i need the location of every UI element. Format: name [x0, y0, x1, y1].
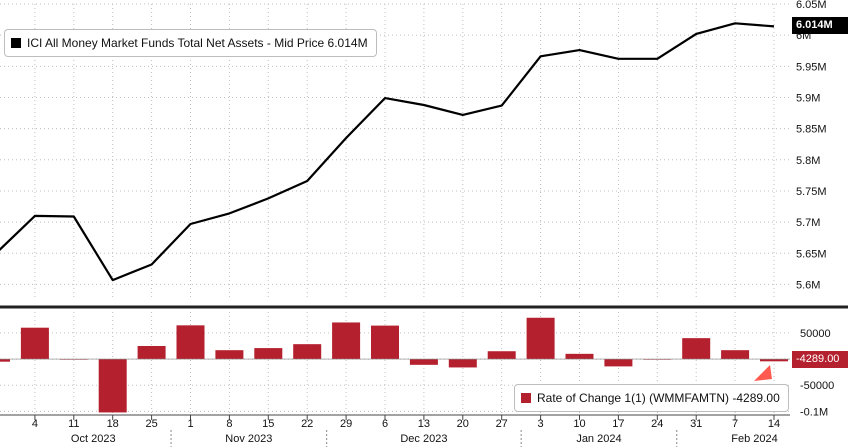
x-month-label: Jan 2024 [576, 433, 621, 445]
x-day-label: 8 [226, 418, 232, 430]
x-day-label: 24 [651, 418, 663, 430]
x-day-label: 3 [538, 418, 544, 430]
x-month-label: Dec 2023 [400, 433, 447, 445]
roc-bar [176, 325, 205, 360]
roc-bar [565, 353, 594, 360]
roc-bar [760, 359, 788, 362]
x-day-label: 17 [612, 418, 624, 430]
x-day-label: 29 [340, 418, 352, 430]
line-series-layer [0, 22, 775, 282]
top-y-tick-label: 5.7M [796, 217, 820, 229]
x-day-label: 7 [732, 418, 738, 430]
roc-bar [371, 325, 399, 360]
bar-last-value-tag: -4289.00 [792, 351, 848, 368]
roc-bar [409, 359, 438, 365]
roc-bar [721, 350, 750, 360]
x-day-label: 20 [457, 418, 469, 430]
bar-series-layer [0, 317, 788, 413]
roc-bar [332, 322, 361, 360]
x-day-label: 22 [301, 418, 313, 430]
x-day-label: 13 [418, 418, 430, 430]
roc-bar [215, 350, 244, 360]
x-day-label: 4 [32, 418, 38, 430]
x-day-label: 31 [690, 418, 702, 430]
x-day-label: 15 [262, 418, 274, 430]
roc-bar [604, 359, 633, 367]
x-month-label: Oct 2023 [71, 433, 116, 445]
x-day-label: 25 [145, 418, 157, 430]
roc-bar [98, 359, 127, 413]
bar-legend-label: Rate of Change 1(1) (WMMFAMTN) -4289.00 [537, 391, 780, 405]
x-month-label: Nov 2023 [225, 433, 272, 445]
line-series-path [0, 22, 775, 282]
roc-bar [254, 348, 283, 360]
top-y-tick-label: 5.95M [796, 61, 827, 73]
roc-bar [643, 359, 672, 360]
x-day-label: 6 [382, 418, 388, 430]
bottom-y-tick-label: -50000 [800, 380, 834, 392]
top-y-tick-label: 5.75M [796, 186, 827, 198]
top-y-tick-label: 5.85M [796, 124, 827, 136]
roc-bar [526, 317, 555, 360]
x-day-label: 11 [68, 418, 79, 430]
roc-bar [293, 344, 322, 360]
last-value-arrow-icon [754, 365, 772, 381]
roc-bar [448, 359, 477, 368]
top-y-tick-label: 5.6M [796, 279, 820, 291]
bar-legend-swatch [521, 393, 531, 403]
line-last-value-tag: 6.014M [792, 17, 848, 34]
roc-bar [20, 327, 49, 360]
x-month-label: Feb 2024 [731, 433, 777, 445]
roc-bar [59, 359, 88, 360]
roc-bar [487, 351, 516, 360]
line-legend-swatch [11, 38, 21, 48]
roc-bar [682, 338, 711, 360]
roc-bar [137, 346, 166, 360]
x-day-label: 10 [573, 418, 585, 430]
bar-legend: Rate of Change 1(1) (WMMFAMTN) -4289.00 [514, 384, 789, 412]
roc-bar [0, 359, 10, 362]
line-legend-label: ICI All Money Market Funds Total Net Ass… [27, 36, 368, 50]
x-day-label: 27 [496, 418, 508, 430]
x-day-label: 14 [768, 418, 780, 430]
x-day-label: 18 [107, 418, 119, 430]
line-legend: ICI All Money Market Funds Total Net Ass… [4, 29, 377, 57]
top-y-tick-label: 5.65M [796, 248, 827, 260]
top-y-tick-label: 6.05M [796, 0, 827, 11]
x-day-label: 1 [187, 418, 193, 430]
top-y-tick-label: 5.9M [796, 92, 820, 104]
top-y-tick-label: 5.8M [796, 155, 820, 167]
bottom-y-tick-label: -0.1M [800, 406, 828, 418]
bottom-y-tick-label: 50000 [800, 328, 831, 340]
